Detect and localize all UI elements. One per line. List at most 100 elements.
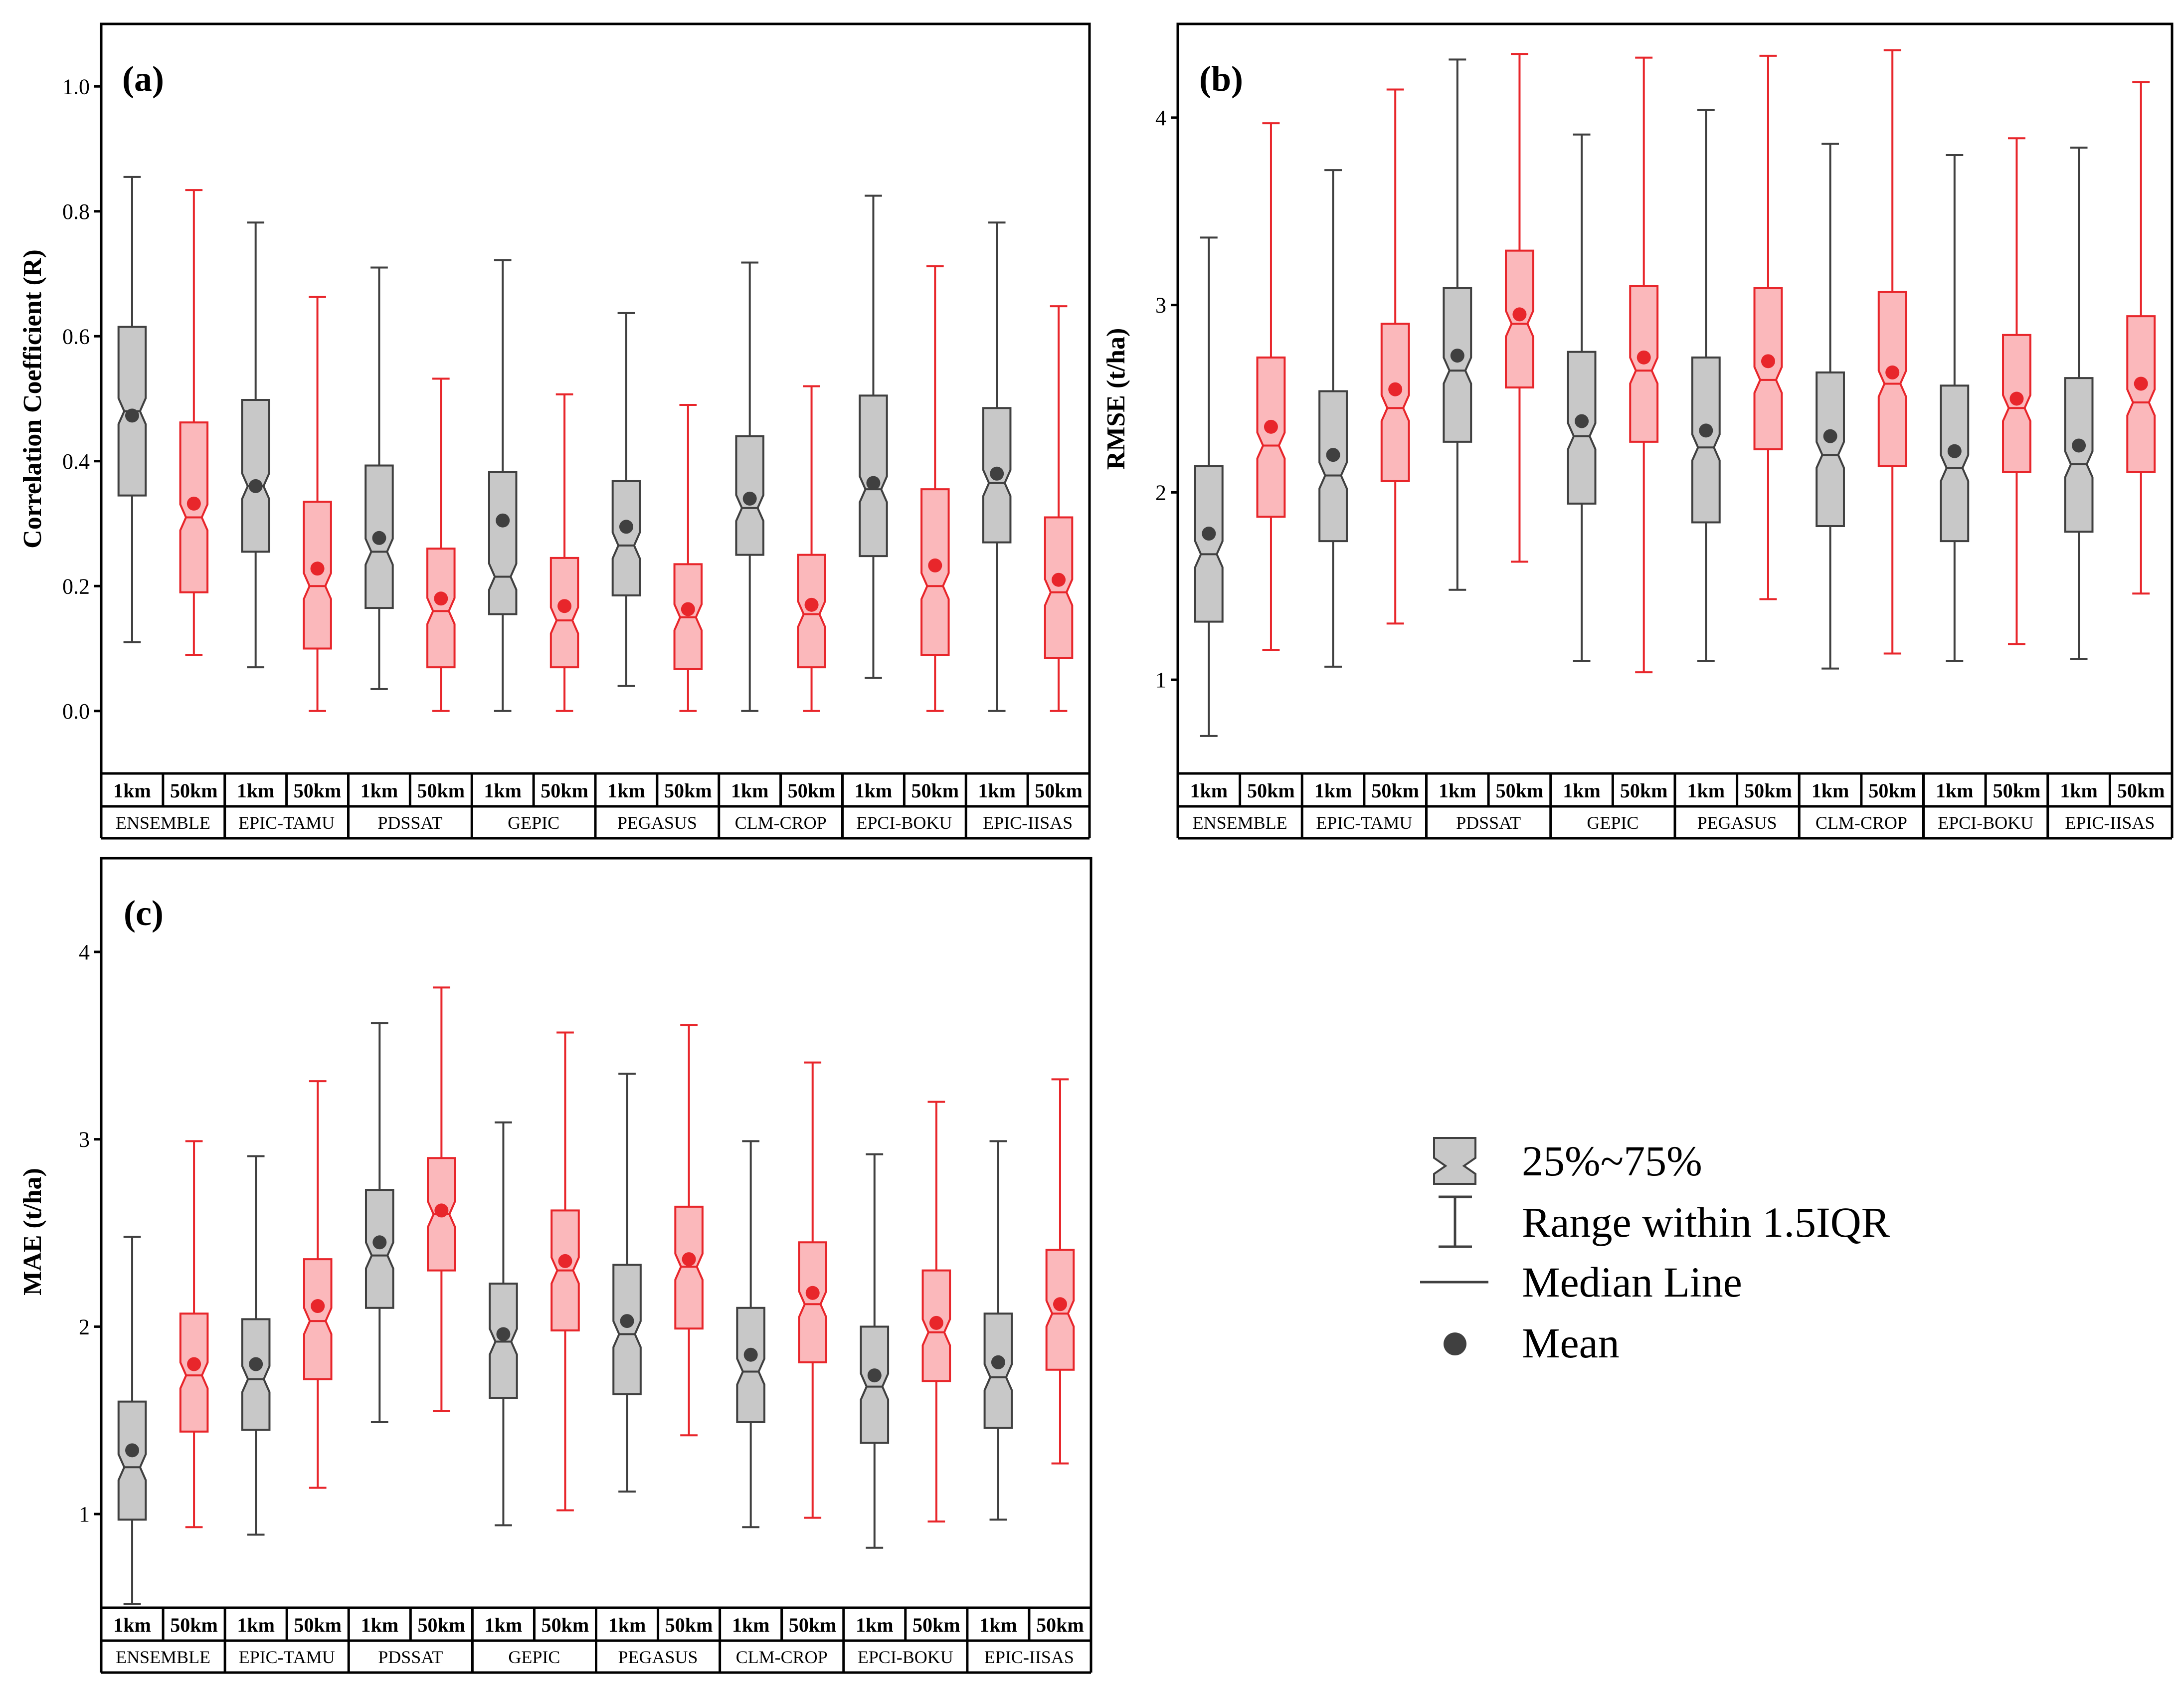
resolution-label: 1km [732, 1614, 770, 1636]
resolution-label: 50km [1036, 1614, 1084, 1636]
box [1194, 465, 1224, 623]
resolution-label: 50km [789, 1614, 837, 1636]
y-tick-label: 1 [1155, 668, 1166, 692]
mean-marker [1202, 527, 1216, 541]
mean-marker [1450, 349, 1464, 363]
box [1753, 287, 1783, 450]
resolution-label: 50km [541, 779, 588, 802]
model-label: EPIC-TAMU [1316, 813, 1412, 833]
mean-marker [620, 1314, 634, 1328]
legend-mean-label: Mean [1522, 1319, 1620, 1367]
model-label: EPCI-BOKU [1938, 813, 2033, 833]
resolution-label: 1km [607, 779, 645, 802]
resolution-label: 1km [1936, 779, 1974, 802]
mean-marker [557, 599, 572, 613]
resolution-label: 1km [979, 1614, 1017, 1636]
mean-marker [434, 1203, 449, 1218]
box [860, 1325, 890, 1444]
y-tick-label: 4 [79, 940, 90, 964]
panel-a-plot: 0.0 0.2 0.4 0.6 0.8 1.0 ENSEMBLE 1km 50km EPIC-TA… [62, 74, 1091, 840]
panel-b-letter: (b) [1199, 59, 1243, 99]
legend-mean-icon [1444, 1332, 1466, 1355]
mean-marker [496, 513, 510, 528]
mean-marker [1885, 365, 1900, 379]
legend-box-icon [1433, 1137, 1476, 1185]
model-label: GEPIC [1587, 813, 1638, 833]
mean-marker [249, 1357, 263, 1371]
y-tick-label: 0.6 [62, 324, 90, 349]
resolution-label: 50km [911, 779, 959, 802]
resolution-label: 1km [608, 1614, 646, 1636]
resolution-label: 50km [170, 779, 218, 802]
box [1380, 323, 1410, 482]
resolution-label: 50km [417, 779, 465, 802]
model-label: EPCI-BOKU [856, 813, 952, 833]
box [798, 1241, 828, 1363]
resolution-label: 50km [294, 1614, 342, 1636]
mean-marker [1264, 419, 1278, 434]
resolution-label: 1km [237, 779, 275, 802]
mean-marker [372, 531, 386, 545]
mean-marker [125, 1443, 140, 1458]
model-label: CLM-CROP [1816, 813, 1907, 833]
model-label: PDSSAT [1456, 813, 1521, 833]
resolution-label: 1km [978, 779, 1016, 802]
box [1443, 287, 1472, 443]
mean-marker [372, 1235, 387, 1250]
box [859, 394, 888, 558]
mean-marker [496, 1327, 511, 1341]
resolution-label: 50km [418, 1614, 466, 1636]
resolution-label: 50km [1496, 779, 1544, 802]
model-label: ENSEMBLE [1193, 813, 1287, 833]
mean-marker [2072, 438, 2086, 453]
legend-whisker-label: Range within 1.5IQR [1522, 1198, 1890, 1246]
mean-marker [991, 1355, 1005, 1369]
model-label: PEGASUS [617, 813, 697, 833]
mean-marker [558, 1254, 572, 1268]
box [179, 1313, 209, 1433]
y-tick-label: 0.8 [62, 199, 90, 224]
resolution-label: 1km [856, 1614, 894, 1636]
resolution-label: 1km [1687, 779, 1725, 802]
y-tick-label: 0.4 [62, 449, 90, 474]
resolution-label: 1km [2060, 779, 2098, 802]
model-label: EPIC-TAMU [239, 1647, 335, 1667]
mean-marker [682, 1252, 696, 1267]
resolution-label: 50km [1035, 779, 1083, 802]
model-label: EPIC-IISAS [2065, 813, 2155, 833]
resolution-label: 50km [912, 1614, 960, 1636]
mean-marker [1326, 448, 1340, 462]
box [2064, 377, 2094, 533]
panel-a-letter: (a) [122, 59, 164, 99]
mean-marker [1823, 429, 1837, 443]
mean-marker [1053, 1297, 1067, 1312]
mean-marker [929, 1316, 943, 1330]
y-tick-label: 1 [79, 1502, 90, 1526]
resolution-label: 1km [485, 1614, 523, 1636]
panel-c-letter: (c) [124, 893, 164, 933]
resolution-label: 50km [294, 779, 342, 802]
mean-marker [434, 591, 448, 606]
resolution-label: 50km [1868, 779, 1916, 802]
model-label: EPIC-IISAS [984, 1647, 1074, 1667]
box [241, 399, 270, 553]
panel-c-frame [100, 857, 1092, 1609]
mean-marker [187, 1357, 201, 1371]
panel-a: 0.0 0.2 0.4 0.6 0.8 1.0 ENSEMBLE 1km 50km EPIC-TA… [18, 22, 1091, 840]
resolution-label: 1km [484, 779, 522, 802]
mean-marker [805, 1286, 820, 1300]
box [241, 1318, 271, 1431]
y-tick-label: 1.0 [62, 74, 90, 99]
resolution-label: 1km [1190, 779, 1228, 802]
resolution-label: 50km [665, 1614, 713, 1636]
box [611, 480, 641, 597]
resolution-label: 50km [1993, 779, 2041, 802]
box [1940, 384, 1970, 543]
resolution-label: 1km [361, 779, 398, 802]
resolution-label: 50km [1247, 779, 1295, 802]
mean-marker [1947, 444, 1962, 458]
model-label: EPCI-BOKU [858, 1647, 953, 1667]
model-label: ENSEMBLE [116, 813, 210, 833]
box [426, 548, 456, 669]
